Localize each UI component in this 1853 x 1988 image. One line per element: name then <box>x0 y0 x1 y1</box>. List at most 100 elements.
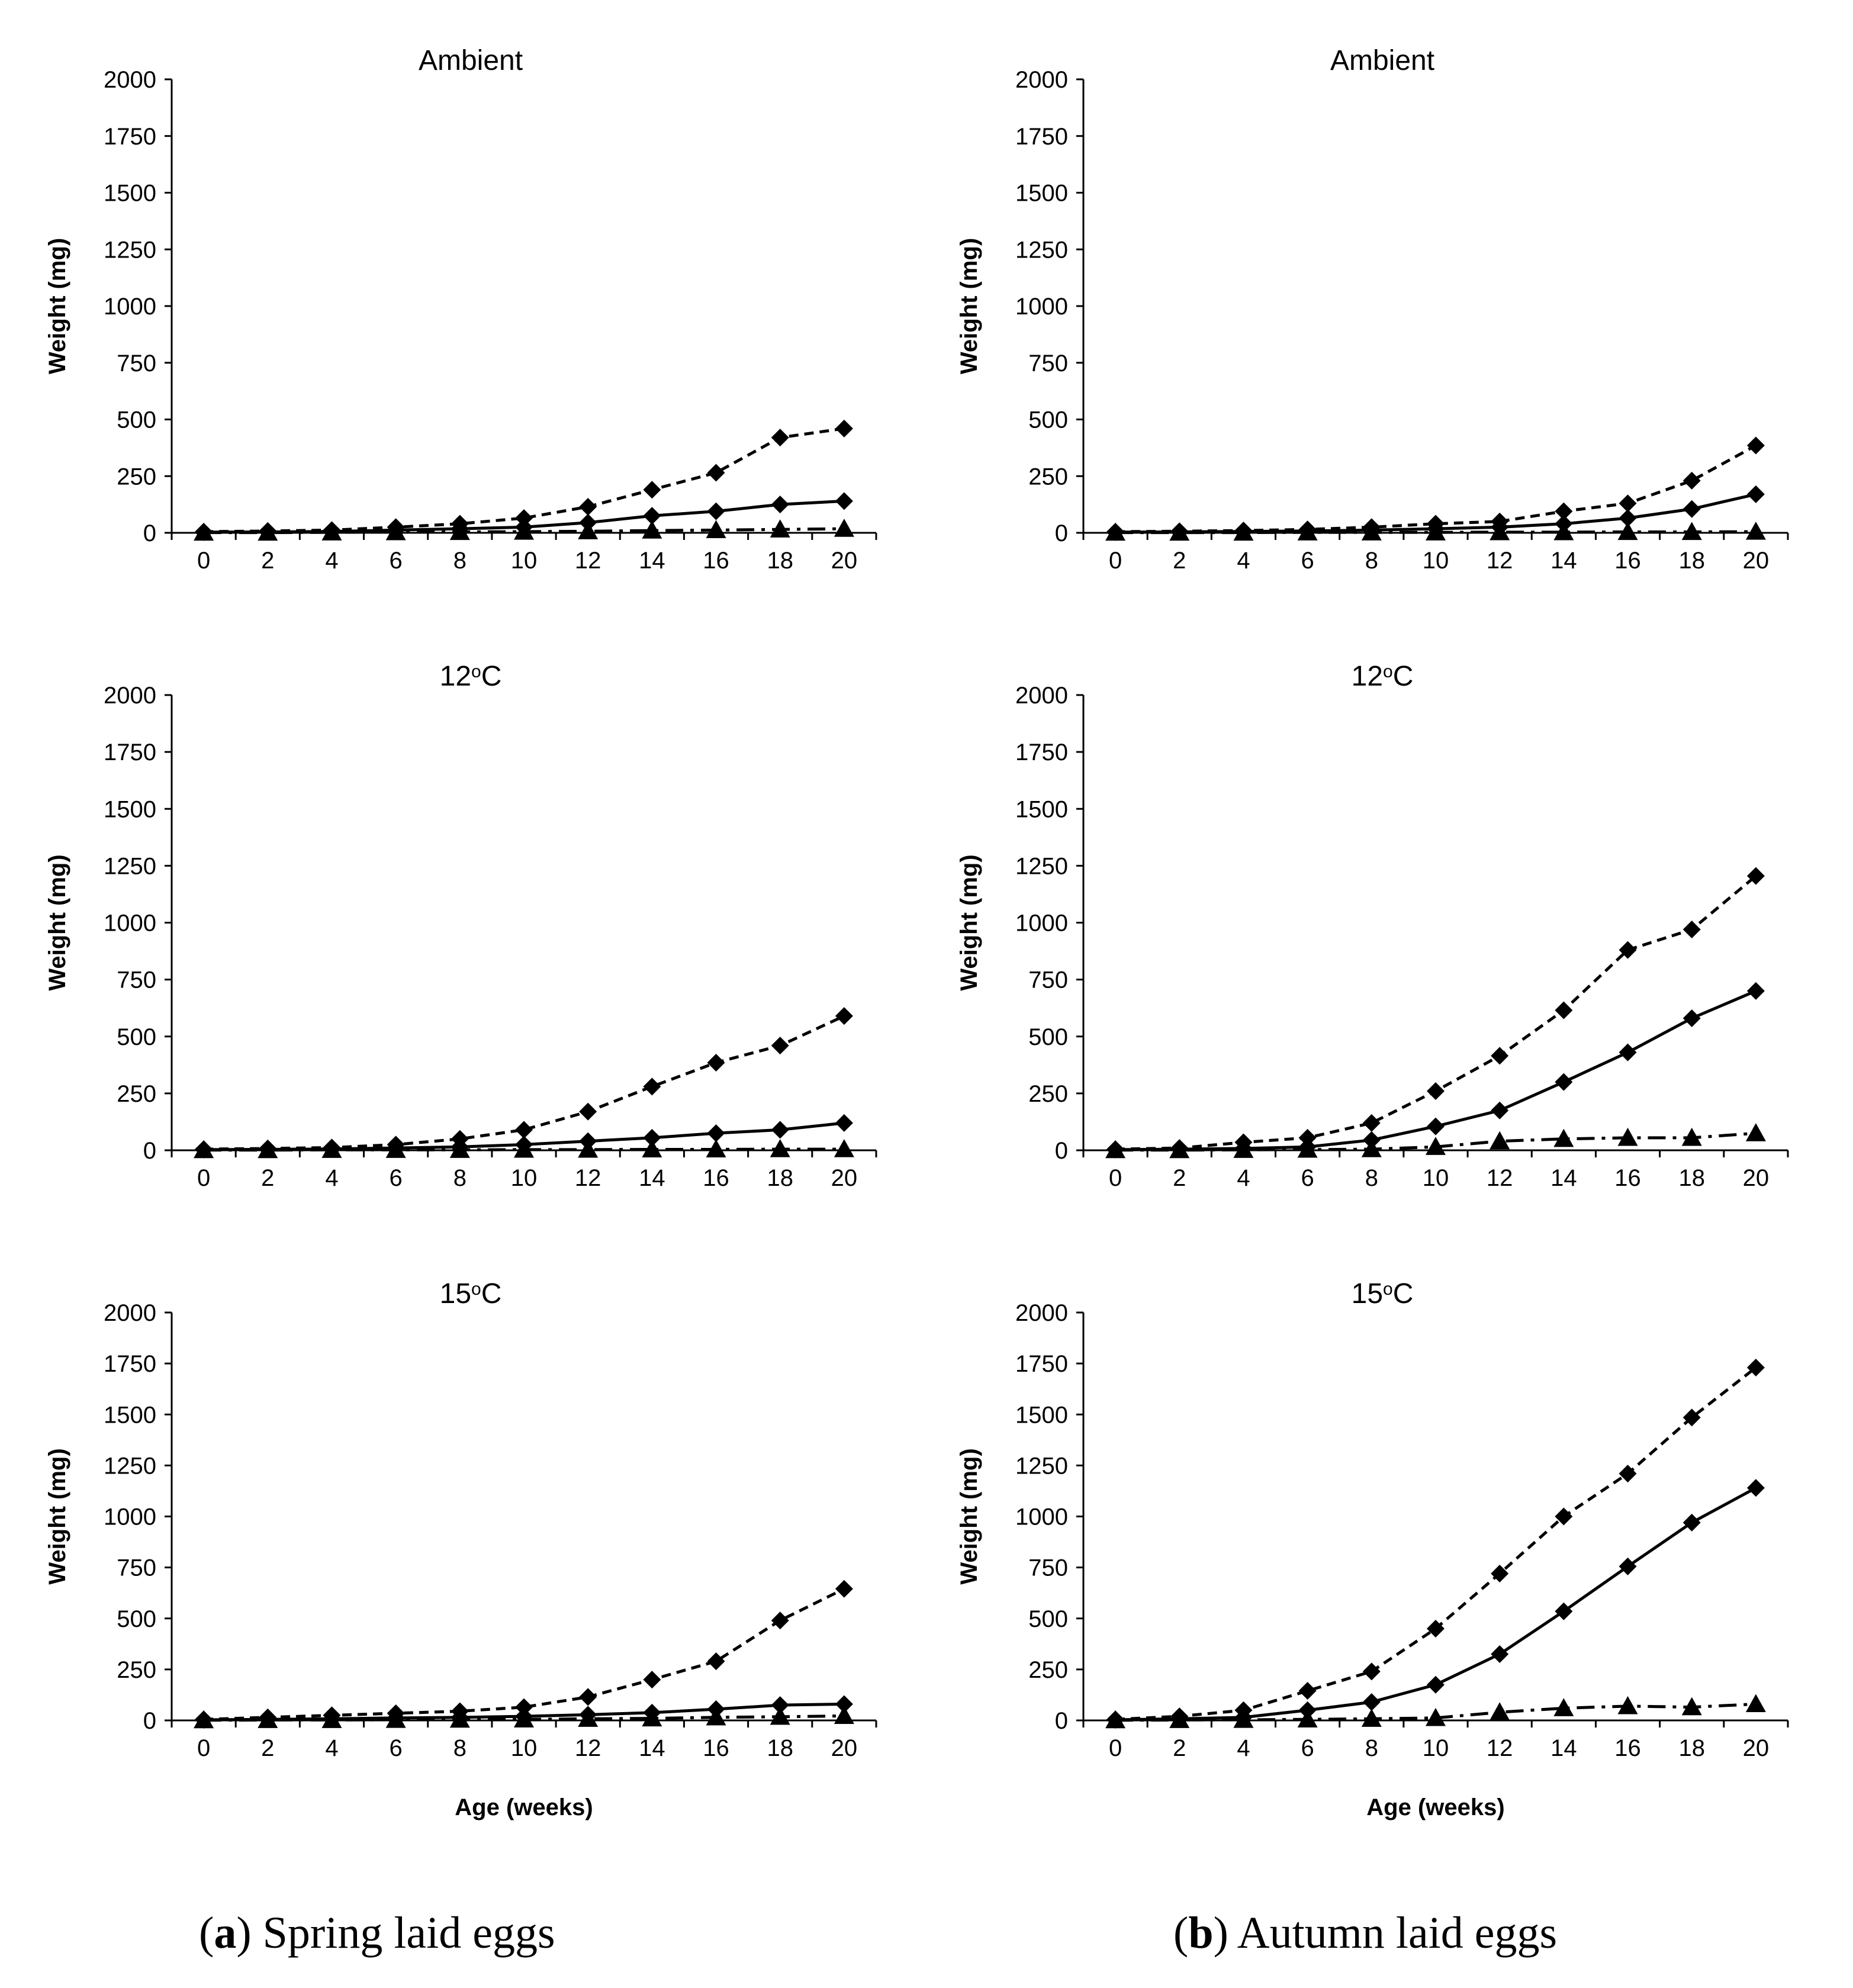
data-point-diamond <box>771 1696 789 1714</box>
y-tick-label: 1250 <box>104 237 156 263</box>
data-point-diamond <box>1746 867 1765 885</box>
data-point-diamond <box>1619 494 1637 513</box>
data-point-diamond <box>643 1671 661 1689</box>
data-point-triangle <box>1617 1696 1638 1714</box>
data-point-triangle <box>449 1140 470 1158</box>
x-tick-label: 12 <box>1487 548 1513 574</box>
data-point-triangle <box>1297 1139 1318 1158</box>
data-point-diamond <box>707 1652 725 1671</box>
y-tick-label: 750 <box>1028 967 1068 993</box>
y-tick-label: 2000 <box>1015 67 1068 93</box>
data-point-triangle <box>1361 1709 1382 1727</box>
data-point-triangle <box>385 522 406 541</box>
y-axis-label: Weight (mg) <box>44 854 70 990</box>
x-tick-label: 14 <box>1550 1735 1577 1761</box>
x-tick-label: 4 <box>325 1165 338 1191</box>
y-axis-label: Weight (mg) <box>956 238 982 374</box>
x-tick-label: 16 <box>703 548 729 574</box>
data-point-triangle <box>1169 522 1190 541</box>
data-point-diamond <box>1491 1564 1509 1582</box>
y-tick-label: 1250 <box>1015 853 1068 879</box>
data-point-triangle <box>1617 522 1638 541</box>
data-point-diamond <box>515 1121 533 1139</box>
data-point-diamond <box>579 1688 597 1706</box>
data-point-triangle <box>1297 522 1318 541</box>
y-tick-label: 1750 <box>104 1351 156 1377</box>
series-dashdot <box>1105 1694 1766 1729</box>
data-point-diamond <box>1362 1662 1381 1681</box>
data-point-triangle <box>194 1140 214 1159</box>
y-tick-label: 0 <box>143 520 156 546</box>
data-point-triangle <box>1361 1139 1382 1157</box>
x-tick-label: 8 <box>453 1165 467 1191</box>
y-tick-label: 1000 <box>1015 911 1068 937</box>
data-point-triangle <box>1745 1123 1766 1141</box>
x-tick-label: 10 <box>511 1735 538 1761</box>
data-point-triangle <box>449 1709 470 1728</box>
x-tick-label: 8 <box>453 548 467 574</box>
data-point-triangle <box>834 519 854 537</box>
series-dashdot <box>194 1139 854 1159</box>
data-point-diamond <box>1683 1513 1701 1532</box>
x-tick-label: 18 <box>1678 1735 1705 1761</box>
x-tick-label: 10 <box>1423 1735 1449 1761</box>
y-tick-label: 1250 <box>104 1453 156 1479</box>
y-tick-label: 1500 <box>1015 181 1068 207</box>
data-point-triangle <box>1426 522 1446 541</box>
data-point-triangle <box>770 1139 790 1157</box>
x-tick-label: 4 <box>1237 1735 1250 1761</box>
x-tick-label: 6 <box>1301 548 1314 574</box>
data-point-triangle <box>194 522 214 541</box>
y-tick-label: 1500 <box>104 796 156 822</box>
data-point-diamond <box>1555 502 1573 520</box>
x-tick-label: 0 <box>197 1735 210 1761</box>
y-tick-label: 2000 <box>104 683 156 709</box>
data-point-diamond <box>579 497 597 516</box>
data-point-diamond <box>1619 1043 1637 1061</box>
data-point-diamond <box>1683 500 1701 518</box>
x-tick-label: 2 <box>261 548 274 574</box>
chart-panel-5: 0 250 500 750 1000 1250 1500 1750 2000 0 2 4 6 8 10 12 1… <box>44 1278 877 1820</box>
data-point-diamond <box>1555 1073 1573 1091</box>
x-tick-label: 2 <box>261 1165 274 1191</box>
data-point-triangle <box>642 1708 662 1727</box>
y-tick-label: 1000 <box>104 1504 156 1530</box>
data-point-triangle <box>1745 1694 1766 1713</box>
y-tick-label: 1250 <box>104 853 156 879</box>
series-dashed <box>195 1007 853 1159</box>
x-tick-label: 0 <box>197 1165 210 1191</box>
series-dashdot <box>1105 522 1766 541</box>
y-axis-label: Weight (mg) <box>956 854 982 990</box>
data-point-triangle <box>1490 522 1510 541</box>
data-point-diamond <box>771 1121 789 1139</box>
y-tick-label: 0 <box>143 1708 156 1734</box>
data-point-diamond <box>1491 1645 1509 1664</box>
y-axis-label: Weight (mg) <box>956 1448 982 1584</box>
data-point-triangle <box>1105 522 1126 541</box>
data-point-diamond <box>1555 1001 1573 1019</box>
x-tick-label: 18 <box>767 1165 793 1191</box>
data-point-diamond <box>771 429 789 447</box>
data-point-triangle <box>1553 1128 1574 1147</box>
data-point-triangle <box>321 522 342 541</box>
y-tick-label: 1750 <box>104 739 156 765</box>
data-point-diamond <box>835 1695 853 1713</box>
data-point-diamond <box>1427 1675 1445 1694</box>
series-line <box>1115 874 1757 1151</box>
data-point-triangle <box>1681 522 1702 541</box>
data-point-diamond <box>1619 1465 1637 1483</box>
x-tick-label: 14 <box>1550 1165 1577 1191</box>
series-dashdot <box>1105 1123 1766 1159</box>
data-point-triangle <box>834 1139 854 1157</box>
x-tick-label: 20 <box>1743 548 1770 574</box>
data-point-triangle <box>514 1139 534 1158</box>
data-point-diamond <box>771 1037 789 1055</box>
data-point-diamond <box>1683 471 1701 490</box>
y-tick-label: 250 <box>117 1657 156 1683</box>
y-tick-label: 750 <box>1028 350 1068 377</box>
x-tick-label: 16 <box>1614 548 1641 574</box>
data-point-triangle <box>578 1709 599 1727</box>
data-point-triangle <box>258 1140 278 1159</box>
y-tick-label: 500 <box>1028 1606 1068 1632</box>
